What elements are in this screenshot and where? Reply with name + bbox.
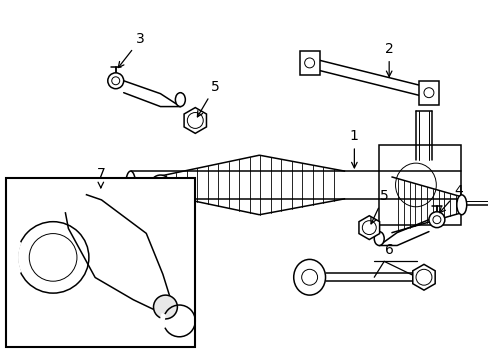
Text: 3: 3 [118,32,144,68]
Text: 6: 6 [384,243,393,257]
Text: 4: 4 [439,184,462,213]
Bar [418,81,438,105]
Ellipse shape [125,171,135,199]
Text: 5: 5 [197,80,219,117]
Text: 7: 7 [96,167,105,188]
Text: 1: 1 [349,129,358,168]
Bar [6,178,195,347]
Circle shape [428,212,444,228]
Bar [379,145,460,225]
Text: 5: 5 [370,189,388,224]
Ellipse shape [102,178,115,192]
Ellipse shape [175,93,185,107]
Ellipse shape [373,231,384,246]
Ellipse shape [456,195,466,215]
Text: 2: 2 [384,42,393,77]
Circle shape [150,175,170,195]
Ellipse shape [293,260,325,295]
Bar [299,51,319,75]
Ellipse shape [153,295,177,319]
Circle shape [107,73,123,89]
